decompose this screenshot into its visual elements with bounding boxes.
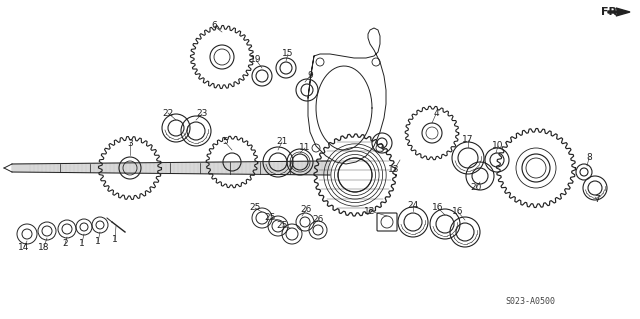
Text: 11: 11 bbox=[300, 144, 311, 152]
Text: 7: 7 bbox=[594, 196, 600, 204]
Text: 19: 19 bbox=[250, 56, 262, 64]
Text: 12: 12 bbox=[364, 206, 376, 216]
Text: 18: 18 bbox=[38, 242, 50, 251]
Text: 26: 26 bbox=[312, 216, 324, 225]
Text: 25: 25 bbox=[276, 221, 288, 231]
Text: 14: 14 bbox=[19, 242, 29, 251]
Text: S023-A0500: S023-A0500 bbox=[505, 298, 555, 307]
Text: 24: 24 bbox=[408, 202, 419, 211]
Text: 23: 23 bbox=[196, 109, 208, 118]
Text: 25: 25 bbox=[250, 204, 260, 212]
Text: 25: 25 bbox=[264, 213, 276, 222]
Text: 22: 22 bbox=[163, 108, 173, 117]
Text: 26: 26 bbox=[300, 205, 312, 214]
Text: 15: 15 bbox=[282, 49, 294, 58]
Text: 8: 8 bbox=[586, 153, 592, 162]
Text: 9: 9 bbox=[307, 71, 313, 80]
Text: 10: 10 bbox=[492, 142, 504, 151]
Polygon shape bbox=[608, 8, 630, 16]
Text: 6: 6 bbox=[211, 21, 217, 31]
Text: 1: 1 bbox=[79, 239, 85, 248]
Text: 1: 1 bbox=[95, 238, 101, 247]
Text: 2: 2 bbox=[62, 240, 68, 249]
Text: 13: 13 bbox=[388, 166, 400, 174]
Polygon shape bbox=[12, 161, 330, 175]
Text: 1: 1 bbox=[112, 235, 118, 244]
Text: FR.: FR. bbox=[601, 7, 621, 17]
Text: 3: 3 bbox=[127, 138, 133, 147]
Text: 21: 21 bbox=[276, 137, 288, 146]
Text: 16: 16 bbox=[432, 204, 444, 212]
Text: 17: 17 bbox=[462, 136, 474, 145]
Text: 5: 5 bbox=[222, 137, 228, 146]
Text: 4: 4 bbox=[433, 109, 439, 118]
Text: 16: 16 bbox=[452, 207, 464, 217]
Text: 20: 20 bbox=[470, 183, 482, 192]
